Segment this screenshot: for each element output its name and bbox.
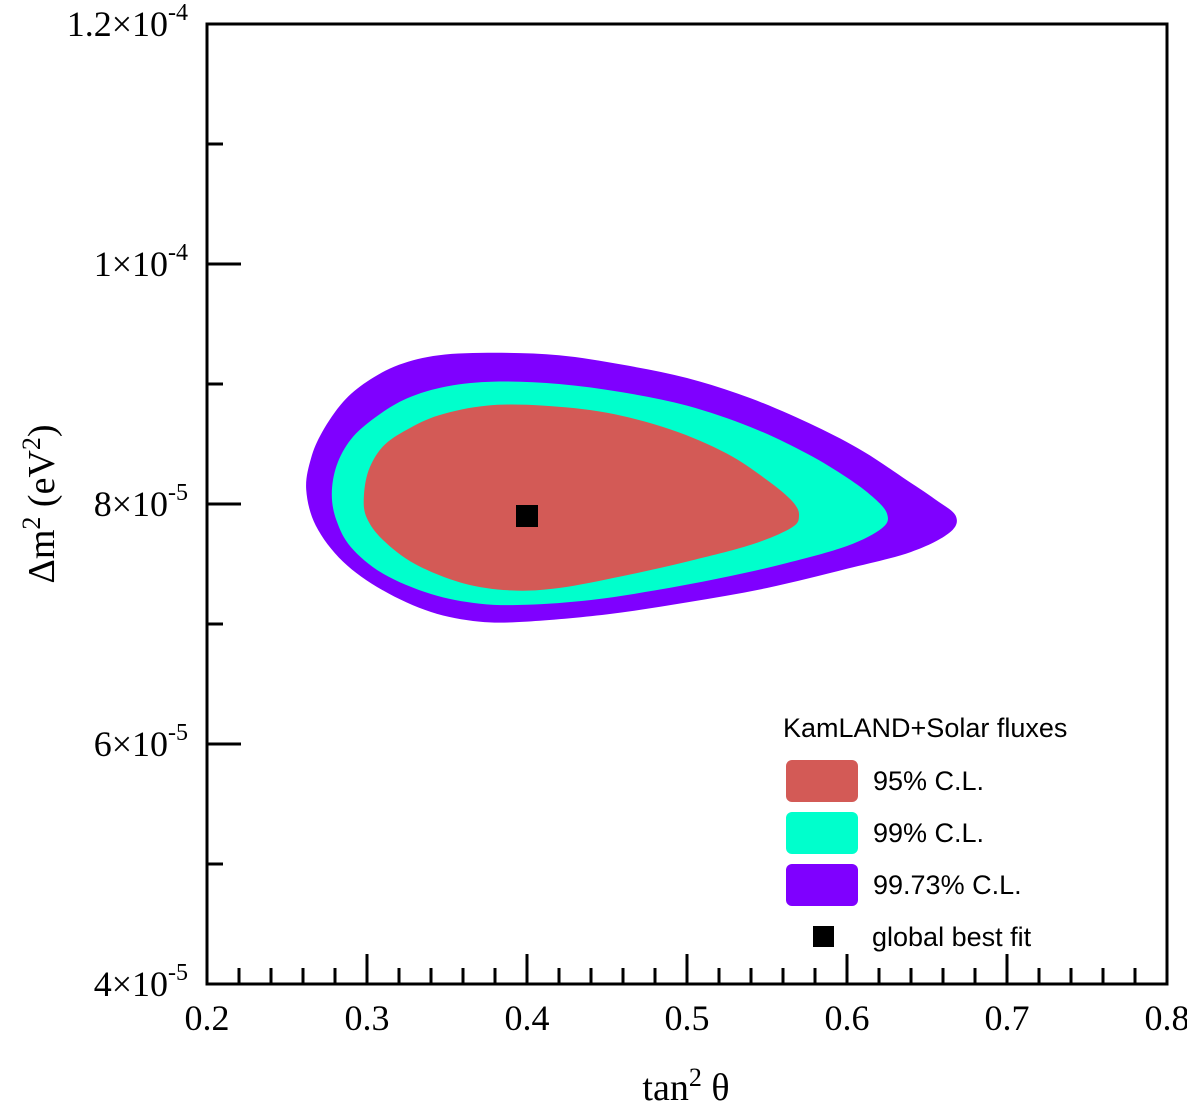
y-tick-label: 4×10-5 (94, 960, 188, 1004)
y-tick-label: 6×10-5 (94, 720, 188, 764)
y-tick-labels: 4×10-5 6×10-5 8×10-5 1×10-4 1.2×10-4 (67, 0, 188, 1004)
x-tick-label: 0.7 (985, 998, 1030, 1038)
y-tick-label: 8×10-5 (94, 480, 188, 524)
best-fit-marker (516, 505, 538, 527)
x-tick-label: 0.6 (825, 998, 870, 1038)
legend-entries: 95% C.L. 99% C.L. 99.73% C.L. global best f… (786, 760, 1032, 952)
legend-label: 99.73% C.L. (873, 870, 1022, 900)
x-tick-label: 0.3 (345, 998, 390, 1038)
x-tick-label: 0.2 (185, 998, 230, 1038)
x-tick-label: 0.4 (505, 998, 550, 1038)
y-tick-label: 1.2×10-4 (67, 0, 188, 44)
legend: KamLAND+Solar fluxes 95% C.L. 99% C.L. 99.… (783, 713, 1067, 952)
legend-label: 95% C.L. (873, 766, 984, 796)
region-95-c-l (363, 404, 800, 591)
y-tick-label: 1×10-4 (94, 240, 188, 284)
best-fit-layer (516, 505, 538, 527)
legend-marker (813, 926, 834, 947)
legend-swatch (786, 812, 858, 854)
y-axis-title: Δm2 (eV2) (17, 424, 63, 583)
x-axis-title: tan2 θ (642, 1063, 729, 1104)
legend-swatch (786, 864, 858, 906)
legend-label: global best fit (872, 922, 1032, 952)
x-tick-label: 0.5 (665, 998, 710, 1038)
confidence-regions (306, 352, 957, 623)
legend-swatch (786, 760, 858, 802)
x-tick-labels: 0.2 0.3 0.4 0.5 0.6 0.7 0.8 (185, 998, 1187, 1038)
x-tick-label: 0.8 (1145, 998, 1187, 1038)
axis-ticks (205, 22, 1169, 986)
legend-title: KamLAND+Solar fluxes (783, 713, 1067, 743)
legend-label: 99% C.L. (873, 818, 984, 848)
